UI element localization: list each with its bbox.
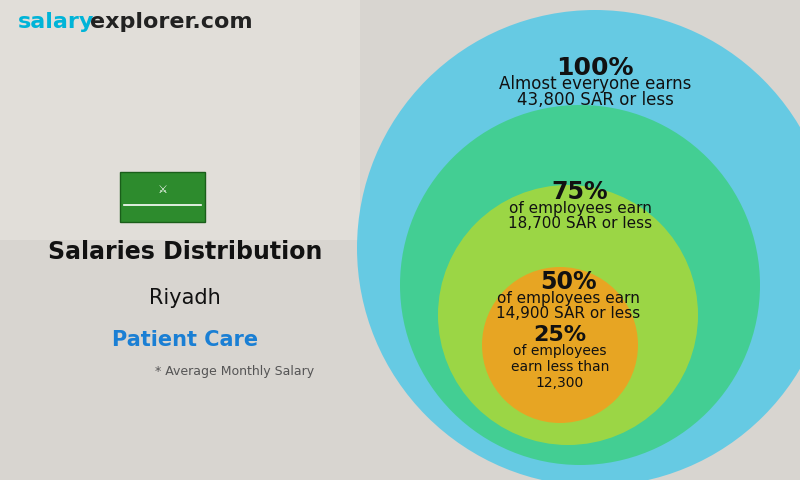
FancyBboxPatch shape <box>0 0 416 264</box>
Text: Almost everyone earns: Almost everyone earns <box>499 75 691 93</box>
Text: Patient Care: Patient Care <box>112 330 258 350</box>
Circle shape <box>482 267 638 423</box>
Text: 50%: 50% <box>540 270 596 294</box>
Text: of employees earn: of employees earn <box>509 201 651 216</box>
Text: Salaries Distribution: Salaries Distribution <box>48 240 322 264</box>
Text: earn less than: earn less than <box>511 360 609 374</box>
FancyBboxPatch shape <box>0 0 360 240</box>
Circle shape <box>438 185 698 445</box>
Text: salary: salary <box>18 12 94 32</box>
Text: 75%: 75% <box>552 180 608 204</box>
Text: 14,900 SAR or less: 14,900 SAR or less <box>496 307 640 322</box>
Text: ⚔: ⚔ <box>158 184 167 194</box>
Text: of employees: of employees <box>514 344 606 358</box>
Text: 100%: 100% <box>556 56 634 80</box>
Circle shape <box>357 10 800 480</box>
Text: 12,300: 12,300 <box>536 376 584 390</box>
Text: 18,700 SAR or less: 18,700 SAR or less <box>508 216 652 231</box>
Text: explorer.com: explorer.com <box>90 12 253 32</box>
FancyBboxPatch shape <box>120 172 205 222</box>
Text: of employees earn: of employees earn <box>497 290 639 305</box>
Text: Riyadh: Riyadh <box>149 288 221 308</box>
Circle shape <box>400 105 760 465</box>
Text: 25%: 25% <box>534 325 586 345</box>
Text: 43,800 SAR or less: 43,800 SAR or less <box>517 91 674 109</box>
Text: * Average Monthly Salary: * Average Monthly Salary <box>155 365 314 379</box>
